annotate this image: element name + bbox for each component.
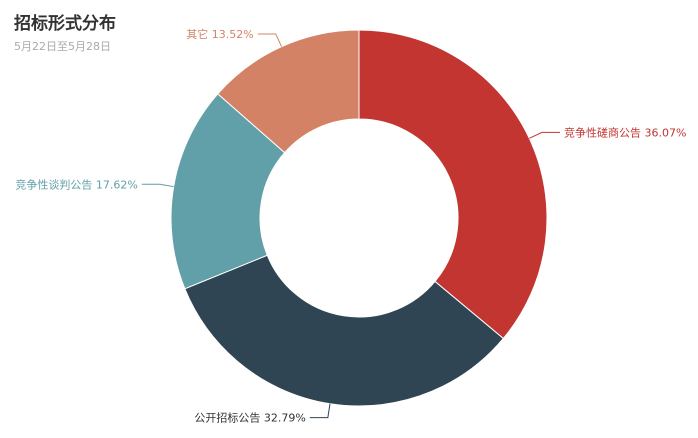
- pie-slice-1[interactable]: [184, 254, 505, 407]
- chart-title: 招标形式分布: [14, 14, 116, 34]
- pie-slice-0[interactable]: [358, 29, 548, 340]
- slice-label-3: 其它 13.52%: [186, 27, 253, 41]
- leader-line-3: [257, 33, 282, 47]
- leader-line-2: [141, 183, 174, 188]
- pie-slice-2[interactable]: [170, 93, 286, 290]
- leader-line-1: [309, 403, 331, 419]
- slice-label-2: 竞争性谈判公告 17.62%: [15, 177, 137, 191]
- slice-label-1: 公开招标公告 32.79%: [194, 411, 305, 425]
- slice-label-0: 竞争性磋商公告 36.07%: [564, 125, 686, 139]
- pie-slice-3[interactable]: [217, 29, 360, 154]
- leader-line-0: [529, 131, 560, 139]
- chart-subtitle: 5月22日至5月28日: [14, 40, 111, 53]
